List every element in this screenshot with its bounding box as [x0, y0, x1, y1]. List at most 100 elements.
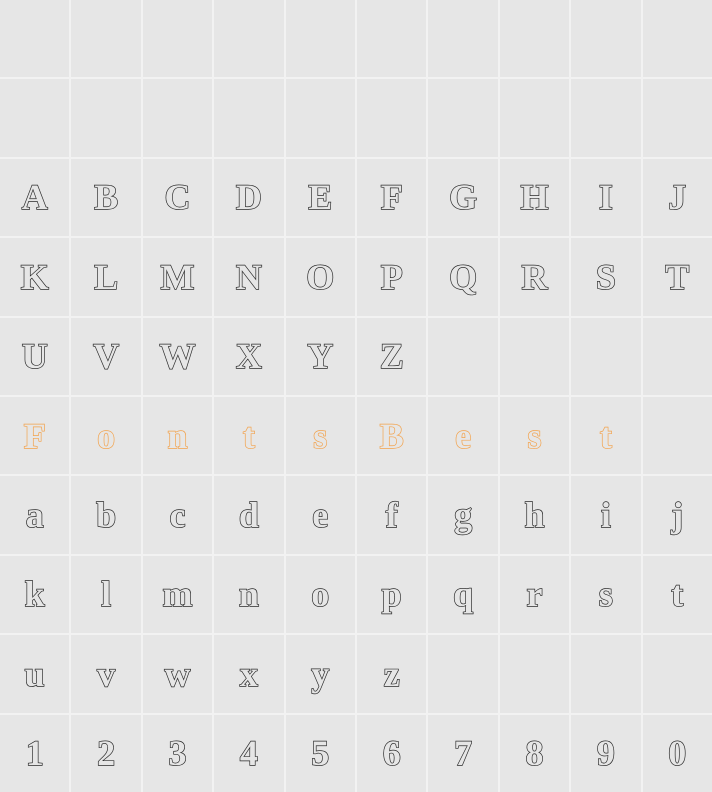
glyph-cell: w	[143, 635, 212, 712]
glyph-cell: C	[143, 159, 212, 236]
glyph-char: N	[236, 259, 262, 295]
glyph-char: B	[380, 418, 404, 454]
glyph-cell: u	[0, 635, 69, 712]
glyph-cell: r	[500, 556, 569, 633]
glyph-cell: y	[286, 635, 355, 712]
glyph-char: G	[449, 179, 477, 215]
glyph-char: w	[164, 656, 190, 692]
glyph-char: c	[170, 497, 186, 533]
glyph-cell	[286, 0, 355, 77]
glyph-cell: 4	[214, 715, 283, 792]
glyph-char: 3	[168, 735, 186, 771]
glyph-char: y	[311, 656, 329, 692]
glyph-cell: N	[214, 238, 283, 315]
glyph-cell: s	[500, 397, 569, 474]
glyph-char: V	[93, 338, 119, 374]
glyph-char: 2	[97, 735, 115, 771]
glyph-char: F	[381, 179, 403, 215]
glyph-cell: J	[643, 159, 712, 236]
glyph-char: n	[239, 576, 259, 612]
glyph-cell: D	[214, 159, 283, 236]
glyph-char: O	[306, 259, 334, 295]
glyph-cell: n	[143, 397, 212, 474]
glyph-char: a	[26, 497, 44, 533]
glyph-cell: t	[214, 397, 283, 474]
glyph-char: C	[164, 179, 190, 215]
glyph-char: l	[101, 576, 111, 612]
glyph-char: d	[239, 497, 259, 533]
glyph-char: U	[22, 338, 48, 374]
glyph-char: Z	[380, 338, 404, 374]
glyph-cell: p	[357, 556, 426, 633]
glyph-cell	[571, 318, 640, 395]
glyph-cell	[643, 0, 712, 77]
glyph-cell	[643, 79, 712, 156]
glyph-char: t	[600, 418, 612, 454]
glyph-char: o	[311, 576, 329, 612]
glyph-cell	[71, 79, 140, 156]
glyph-char: b	[96, 497, 116, 533]
glyph-char: 9	[597, 735, 615, 771]
glyph-char: Q	[449, 259, 477, 295]
glyph-char: o	[97, 418, 115, 454]
glyph-cell: 5	[286, 715, 355, 792]
glyph-cell: d	[214, 476, 283, 553]
glyph-cell: a	[0, 476, 69, 553]
glyph-cell: 0	[643, 715, 712, 792]
glyph-char: A	[22, 179, 48, 215]
glyph-cell: T	[643, 238, 712, 315]
glyph-cell: o	[71, 397, 140, 474]
glyph-cell: I	[571, 159, 640, 236]
glyph-cell: z	[357, 635, 426, 712]
glyph-char: e	[455, 418, 471, 454]
glyph-char: P	[381, 259, 403, 295]
glyph-cell: F	[0, 397, 69, 474]
glyph-cell: s	[571, 556, 640, 633]
glyph-cell: i	[571, 476, 640, 553]
glyph-cell: f	[357, 476, 426, 553]
glyph-cell	[0, 0, 69, 77]
glyph-cell: Q	[428, 238, 497, 315]
glyph-cell	[357, 79, 426, 156]
glyph-char: z	[384, 656, 400, 692]
glyph-cell: L	[71, 238, 140, 315]
glyph-cell: V	[71, 318, 140, 395]
glyph-char: s	[599, 576, 613, 612]
glyph-char: 8	[525, 735, 543, 771]
glyph-cell: X	[214, 318, 283, 395]
glyph-char: L	[94, 259, 118, 295]
glyph-char: x	[240, 656, 258, 692]
glyph-cell	[500, 318, 569, 395]
glyph-cell: 8	[500, 715, 569, 792]
glyph-char: q	[453, 576, 473, 612]
glyph-cell	[571, 79, 640, 156]
glyph-cell	[428, 79, 497, 156]
glyph-char: 1	[26, 735, 44, 771]
glyph-cell: o	[286, 556, 355, 633]
glyph-cell: b	[71, 476, 140, 553]
glyph-grid: ABCDEFGHIJKLMNOPQRSTUVWXYZFontsBestabcde…	[0, 0, 712, 792]
glyph-cell	[643, 397, 712, 474]
glyph-cell: 2	[71, 715, 140, 792]
glyph-cell: 1	[0, 715, 69, 792]
glyph-cell: 6	[357, 715, 426, 792]
glyph-char: p	[382, 576, 402, 612]
glyph-char: 6	[383, 735, 401, 771]
glyph-char: n	[167, 418, 187, 454]
glyph-cell	[0, 79, 69, 156]
glyph-char: r	[527, 576, 543, 612]
glyph-cell: c	[143, 476, 212, 553]
glyph-cell: K	[0, 238, 69, 315]
glyph-cell	[643, 635, 712, 712]
glyph-char: M	[161, 259, 195, 295]
glyph-cell: q	[428, 556, 497, 633]
glyph-cell: B	[71, 159, 140, 236]
glyph-char: t	[671, 576, 683, 612]
glyph-char: e	[312, 497, 328, 533]
glyph-char: u	[25, 656, 45, 692]
glyph-char: B	[94, 179, 118, 215]
glyph-char: g	[454, 497, 472, 533]
glyph-cell: R	[500, 238, 569, 315]
glyph-cell: B	[357, 397, 426, 474]
glyph-char: E	[308, 179, 332, 215]
